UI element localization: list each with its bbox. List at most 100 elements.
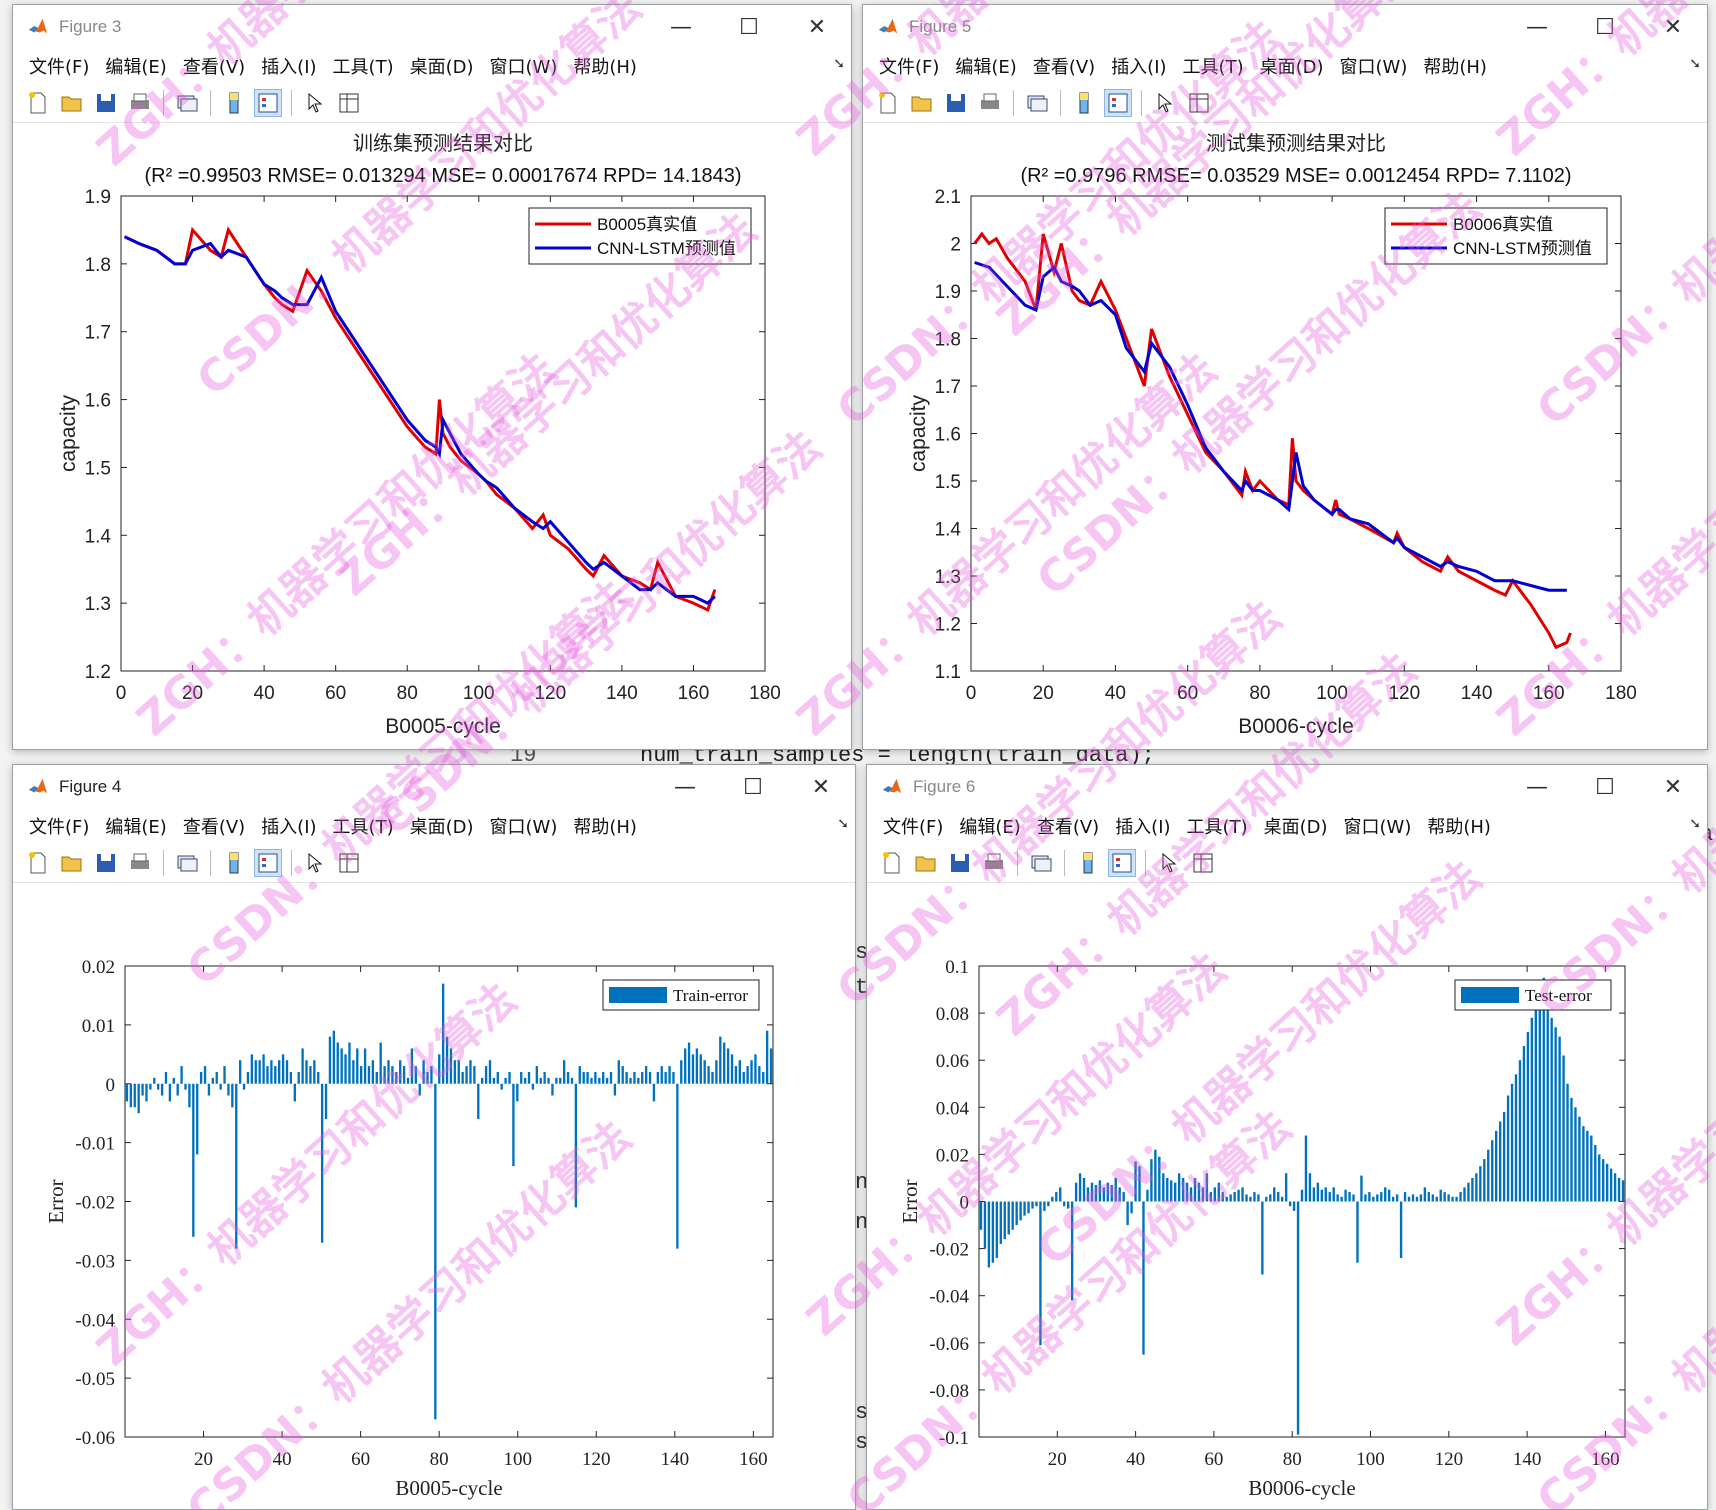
menu-item[interactable]: 桌面(D): [1259, 57, 1324, 78]
menu-item[interactable]: 桌面(D): [409, 57, 474, 78]
menu-item[interactable]: 查看(V): [182, 817, 246, 838]
title-bar[interactable]: Figure 3 — ☐ ✕: [13, 5, 851, 49]
error-bar: [648, 1071, 652, 1084]
menu-item[interactable]: 窗口(W): [489, 57, 558, 78]
save-button[interactable]: [92, 849, 120, 877]
maximize-button[interactable]: ☐: [1571, 765, 1639, 809]
link-button[interactable]: [173, 89, 201, 117]
menu-item[interactable]: 桌面(D): [409, 817, 474, 838]
menu-item[interactable]: 编辑(E): [105, 57, 167, 78]
open-file-button[interactable]: [58, 89, 86, 117]
pointer-button[interactable]: [1151, 89, 1179, 117]
legend-icon: [258, 853, 278, 872]
menu-item[interactable]: 工具(T): [1186, 817, 1248, 838]
legend-button[interactable]: [254, 848, 282, 877]
link-button[interactable]: [1027, 849, 1055, 877]
menu-item[interactable]: 工具(T): [332, 57, 394, 78]
legend-button[interactable]: [254, 88, 282, 117]
property-inspector-button[interactable]: [1189, 849, 1217, 877]
title-bar[interactable]: Figure 5 — ☐ ✕: [863, 5, 1707, 49]
menu-item[interactable]: 文件(F): [29, 817, 90, 838]
menu-item[interactable]: 文件(F): [883, 817, 944, 838]
menu-item[interactable]: 文件(F): [879, 57, 940, 78]
menu-item[interactable]: 帮助(H): [573, 57, 637, 78]
error-bar: [340, 1048, 343, 1084]
legend-button[interactable]: [1104, 88, 1132, 117]
menu-item[interactable]: 帮助(H): [1427, 817, 1491, 838]
menu-item[interactable]: 编辑(E): [955, 57, 1017, 78]
dock-arrow-icon[interactable]: ➘: [1689, 815, 1701, 831]
figure-window: Figure 4 — ☐ ✕ 文件(F) 编辑(E) 查看(V) 插入(I) 工具(T) 桌面(D…: [12, 764, 856, 1510]
new-figure-button[interactable]: [24, 89, 52, 117]
maximize-button[interactable]: ☐: [715, 5, 783, 49]
minimize-button[interactable]: —: [1503, 765, 1571, 809]
save-button[interactable]: [942, 89, 970, 117]
pointer-button[interactable]: [301, 849, 329, 877]
open-file-button[interactable]: [908, 89, 936, 117]
error-bar: [1427, 1192, 1431, 1202]
menu-item[interactable]: 帮助(H): [1423, 57, 1487, 78]
dock-arrow-icon[interactable]: ➘: [837, 815, 849, 831]
open-file-button[interactable]: [58, 849, 86, 877]
menu-item[interactable]: 插入(I): [261, 817, 317, 838]
menu-item[interactable]: 查看(V): [182, 57, 246, 78]
print-button[interactable]: [976, 89, 1004, 117]
maximize-button[interactable]: ☐: [719, 765, 787, 809]
close-button[interactable]: ✕: [1639, 765, 1707, 809]
error-bar: [488, 1060, 492, 1084]
legend-button[interactable]: [1108, 848, 1136, 877]
menu-item[interactable]: 桌面(D): [1263, 817, 1328, 838]
menu-item[interactable]: 编辑(E): [105, 817, 167, 838]
menu-item[interactable]: 查看(V): [1036, 817, 1100, 838]
new-figure-button[interactable]: [878, 849, 906, 877]
save-button[interactable]: [92, 89, 120, 117]
window-controls: — ☐ ✕: [1503, 5, 1707, 49]
legend: B0006真实值 CNN-LSTM预测值: [1384, 207, 1608, 265]
property-inspector-button[interactable]: [335, 849, 363, 877]
menu-item[interactable]: 窗口(W): [1343, 817, 1412, 838]
colorbar-button[interactable]: [1074, 849, 1102, 877]
dock-arrow-icon[interactable]: ➘: [833, 55, 845, 71]
pointer-button[interactable]: [1155, 849, 1183, 877]
menu-item[interactable]: 插入(I): [1111, 57, 1167, 78]
menu-item[interactable]: 查看(V): [1032, 57, 1096, 78]
error-bar: [1257, 1194, 1260, 1202]
error-bar: [270, 1060, 273, 1084]
colorbar-button[interactable]: [1070, 89, 1098, 117]
link-button[interactable]: [1023, 89, 1051, 117]
menu-item[interactable]: 帮助(H): [573, 817, 637, 838]
save-button[interactable]: [946, 849, 974, 877]
close-button[interactable]: ✕: [1639, 5, 1707, 49]
close-button[interactable]: ✕: [783, 5, 851, 49]
colorbar-button[interactable]: [220, 89, 248, 117]
print-button[interactable]: [980, 849, 1008, 877]
menu-item[interactable]: 插入(I): [261, 57, 317, 78]
minimize-button[interactable]: —: [647, 5, 715, 49]
maximize-button[interactable]: ☐: [1571, 5, 1639, 49]
title-bar[interactable]: Figure 6 — ☐ ✕: [867, 765, 1707, 809]
menu-item[interactable]: 插入(I): [1115, 817, 1171, 838]
menu-item[interactable]: 文件(F): [29, 57, 90, 78]
pointer-button[interactable]: [301, 89, 329, 117]
print-button[interactable]: [126, 89, 154, 117]
y-tick-label: 1.6: [85, 391, 111, 412]
minimize-button[interactable]: —: [1503, 5, 1571, 49]
property-inspector-button[interactable]: [335, 89, 363, 117]
title-bar[interactable]: Figure 4 — ☐ ✕: [13, 765, 855, 809]
menu-item[interactable]: 编辑(E): [959, 817, 1021, 838]
link-button[interactable]: [173, 849, 201, 877]
menu-item[interactable]: 窗口(W): [1339, 57, 1408, 78]
close-button[interactable]: ✕: [787, 765, 855, 809]
print-button[interactable]: [126, 849, 154, 877]
new-figure-button[interactable]: [24, 849, 52, 877]
menu-item[interactable]: 窗口(W): [489, 817, 558, 838]
open-file-button[interactable]: [912, 849, 940, 877]
colorbar-button[interactable]: [220, 849, 248, 877]
new-figure-button[interactable]: [874, 89, 902, 117]
property-inspector-button[interactable]: [1185, 89, 1213, 117]
x-tick-label: 140: [661, 1449, 690, 1470]
menu-item[interactable]: 工具(T): [1182, 57, 1244, 78]
minimize-button[interactable]: —: [651, 765, 719, 809]
menu-item[interactable]: 工具(T): [332, 817, 394, 838]
dock-arrow-icon[interactable]: ➘: [1689, 55, 1701, 71]
